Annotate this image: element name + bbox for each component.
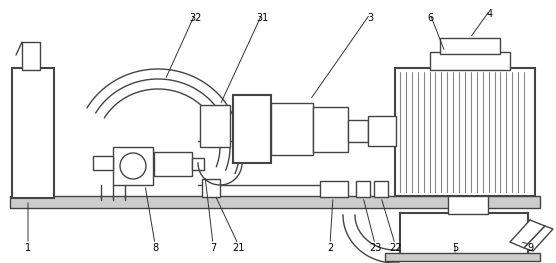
Text: 22: 22	[389, 243, 401, 253]
Bar	[271, 103, 313, 155]
Bar	[448, 196, 488, 214]
Bar	[313, 107, 348, 152]
Bar	[154, 152, 192, 176]
Bar	[12, 68, 54, 198]
Text: 5: 5	[452, 243, 458, 253]
Bar	[374, 181, 388, 197]
Text: 1: 1	[25, 243, 31, 253]
Text: 4: 4	[487, 9, 493, 19]
Bar	[202, 179, 220, 197]
Bar	[233, 95, 271, 163]
Bar	[430, 52, 510, 70]
Text: 7: 7	[210, 243, 216, 253]
Text: 32: 32	[189, 13, 201, 23]
Bar	[113, 147, 153, 185]
Bar	[368, 116, 396, 146]
Text: 31: 31	[256, 13, 268, 23]
Text: 21: 21	[232, 243, 244, 253]
Bar	[395, 68, 535, 196]
Text: 8: 8	[152, 243, 158, 253]
Text: 3: 3	[367, 13, 373, 23]
Bar	[192, 158, 204, 170]
Bar	[440, 38, 500, 54]
Text: 9: 9	[527, 243, 533, 253]
Circle shape	[120, 153, 146, 179]
Bar	[356, 181, 370, 197]
Bar	[400, 213, 528, 255]
Bar	[348, 120, 368, 142]
Polygon shape	[510, 220, 545, 248]
Bar	[200, 105, 230, 147]
Bar	[22, 42, 40, 70]
Bar	[385, 253, 540, 261]
Bar	[93, 156, 113, 170]
Text: 23: 23	[369, 243, 381, 253]
Bar	[10, 196, 540, 208]
Polygon shape	[524, 226, 553, 251]
Text: 2: 2	[327, 243, 333, 253]
Text: 6: 6	[427, 13, 433, 23]
Bar	[320, 181, 348, 197]
